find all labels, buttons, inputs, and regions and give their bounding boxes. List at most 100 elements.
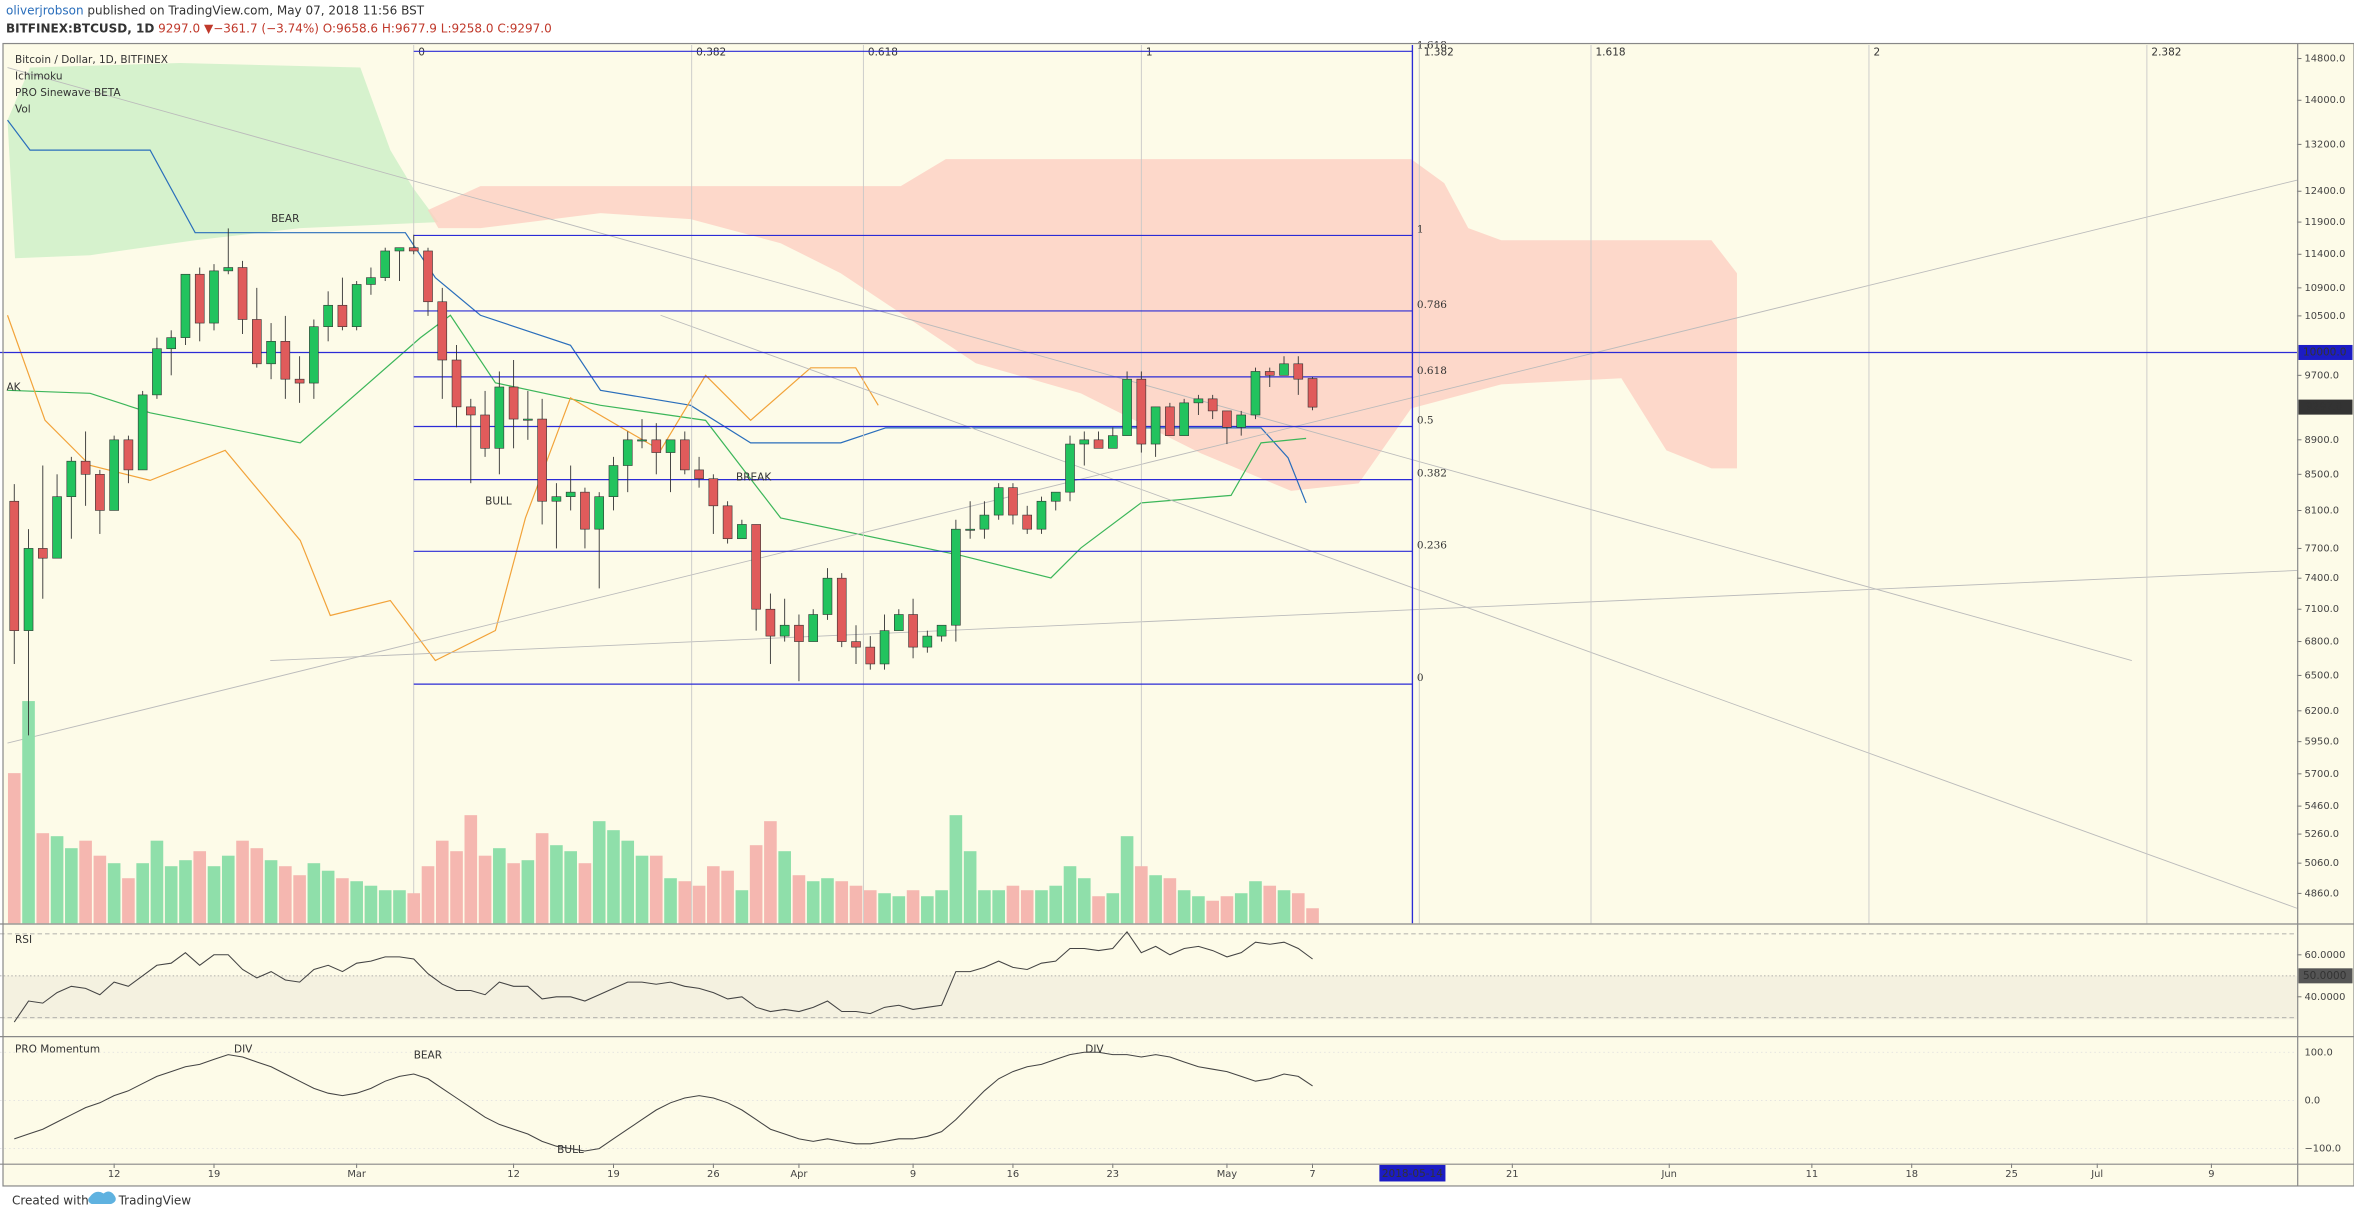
header-line: oliverjrobson published on TradingView.c… — [6, 3, 425, 17]
volume-bar — [1077, 878, 1091, 924]
y-tick-label: 6500.0 — [2304, 670, 2339, 681]
candle-body — [66, 460, 77, 497]
cursor-label: 2018-05-14 — [1382, 1168, 1443, 1180]
x-tick-label: May — [1217, 1169, 1238, 1180]
volume-bar — [164, 866, 178, 924]
volume-bar — [1049, 885, 1063, 924]
candle-body — [380, 250, 391, 278]
published: published on TradingView.com, May 07, 20… — [87, 3, 424, 17]
volume-bar — [236, 840, 249, 924]
last: 9297.0 — [158, 21, 200, 35]
volume-bar — [1220, 896, 1234, 924]
footer-brand[interactable]: TradingView — [118, 1193, 192, 1207]
volume-bar — [963, 851, 977, 924]
candle-body — [1165, 406, 1175, 436]
volume-bar — [749, 845, 763, 924]
candle-body — [437, 301, 448, 361]
author[interactable]: oliverjrobson — [6, 3, 84, 17]
volume-bar — [1149, 875, 1162, 924]
candle-body — [309, 326, 319, 384]
x-tick-label: Jul — [2090, 1169, 2103, 1180]
volume-bar — [507, 863, 520, 924]
fib-level-label: 0 — [1417, 672, 1424, 684]
trend-line — [660, 314, 2298, 909]
ichimoku-base-line — [7, 119, 1307, 504]
volume-bar — [806, 881, 820, 924]
x-tick-label: 19 — [208, 1169, 221, 1180]
volume-bar — [1249, 881, 1262, 924]
fib-level-label: 0.618 — [1417, 365, 1447, 377]
x-tick-label: 26 — [707, 1169, 720, 1180]
y-tick-label: 10500.0 — [2304, 311, 2345, 322]
x-tick-label: 18 — [1905, 1169, 1918, 1180]
y-tick-label: 10900.0 — [2304, 283, 2345, 294]
panel-title: PRO Momentum — [15, 1043, 100, 1055]
candle-body — [237, 267, 248, 320]
candle-body — [1050, 491, 1061, 502]
volume-bar — [1135, 866, 1148, 924]
volume-bar — [464, 815, 478, 924]
ichimoku-cloud-red — [427, 159, 1737, 491]
y-tick-label: 40.0000 — [2304, 992, 2345, 1003]
momentum-line — [14, 1051, 1313, 1152]
rsi-midline-label: 50.0000 — [2303, 970, 2346, 982]
volume-bar — [892, 896, 906, 924]
time-axis-area — [3, 1163, 2297, 1186]
candle-body — [95, 474, 105, 511]
y-tick-label: 6800.0 — [2304, 637, 2339, 648]
annotation: BULL — [485, 495, 512, 507]
volume-bar — [835, 881, 849, 924]
volume-bar — [1035, 890, 1048, 924]
y-tick-label: 11400.0 — [2304, 249, 2345, 260]
candle-body — [1293, 363, 1304, 380]
volume-bar — [36, 833, 50, 924]
cursor-label-bg — [1379, 1164, 1446, 1182]
candle-body — [223, 267, 234, 272]
y-tick-label: 4860.0 — [2304, 888, 2339, 899]
volume-bar — [7, 773, 21, 924]
legend-item: Ichimoku — [15, 71, 63, 83]
y-tick-label: 12400.0 — [2304, 186, 2345, 197]
fib-time-label: 0 — [418, 47, 425, 59]
volume-bar — [65, 848, 78, 924]
volume-bar — [1206, 900, 1219, 924]
arrow: ▼ — [204, 21, 214, 35]
y-tick-label: 11900.0 — [2304, 217, 2345, 228]
volume-bar — [1092, 896, 1105, 924]
legend-item: Vol — [15, 104, 31, 116]
volume-bar — [1192, 896, 1205, 924]
volume-bar — [592, 821, 606, 924]
volume-bar — [264, 860, 278, 924]
y-tick-label: 60.0000 — [2304, 950, 2345, 961]
volume-bar — [735, 890, 749, 924]
volume-bar — [421, 866, 435, 924]
sinewave-line — [6, 315, 879, 662]
volume-bar — [193, 851, 207, 924]
volume-bar — [621, 840, 635, 924]
candle-body — [722, 505, 733, 540]
candle-body — [423, 250, 433, 303]
volume-bar — [550, 845, 563, 924]
volume-bar — [1163, 878, 1177, 924]
close: C:9297.0 — [497, 21, 551, 35]
rsi-midline-bg — [2298, 968, 2353, 984]
candle-body — [465, 406, 476, 416]
volume-bar — [664, 878, 677, 924]
fib-level-label: 0.236 — [1417, 539, 1447, 551]
candle-body — [23, 548, 34, 631]
volume-bar — [649, 855, 663, 924]
candle-body — [965, 528, 975, 531]
candle-body — [508, 386, 519, 420]
fib-time-label: 0.382 — [696, 47, 726, 59]
y-tick-label: 13200.0 — [2304, 139, 2345, 150]
volume-bar — [878, 893, 891, 924]
fib-level-label: 1 — [1417, 223, 1424, 235]
annotation: DIV — [1085, 1043, 1104, 1055]
x-tick-label: 16 — [1007, 1169, 1020, 1180]
price-axis-area — [2296, 43, 2354, 1186]
annotation: BEAR — [271, 213, 299, 225]
candle-body — [9, 500, 20, 631]
volume-bar — [792, 875, 806, 924]
